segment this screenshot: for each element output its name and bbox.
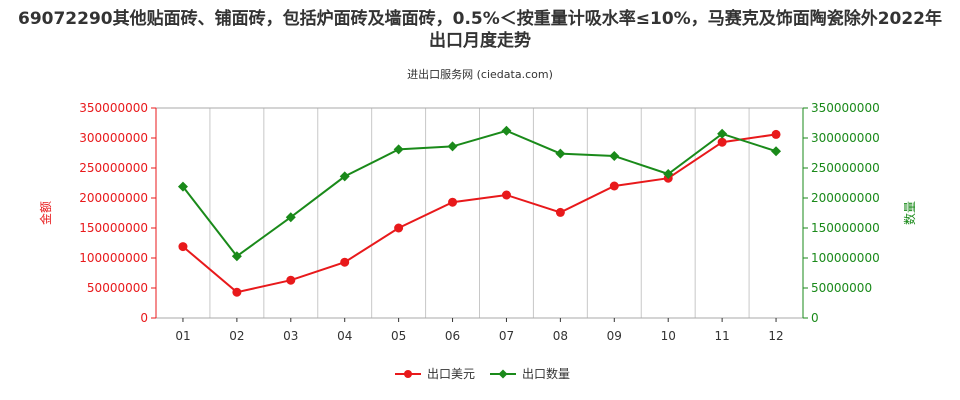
data-point [717, 128, 728, 139]
x-tick-label: 07 [499, 329, 514, 343]
data-point [340, 257, 350, 267]
data-point [286, 275, 296, 285]
x-tick-label: 06 [445, 329, 460, 343]
x-tick-label: 11 [714, 329, 729, 343]
data-point [771, 146, 782, 157]
legend-marker [404, 370, 412, 378]
data-point [771, 129, 781, 139]
x-tick-label: 02 [229, 329, 244, 343]
x-tick-label: 10 [661, 329, 676, 343]
data-point [285, 212, 296, 223]
y-axis-left-title: 金额 [38, 201, 53, 225]
x-tick-label: 08 [553, 329, 568, 343]
data-point [232, 287, 242, 297]
data-point [717, 137, 727, 147]
right-tick-label: 150000000 [811, 221, 880, 235]
right-tick-label: 300000000 [811, 131, 880, 145]
data-point [663, 169, 674, 179]
data-point [555, 207, 565, 217]
left-tick-label: 250000000 [79, 161, 148, 175]
x-tick-label: 03 [283, 329, 298, 343]
legend-label: 出口美元 [427, 367, 475, 381]
data-point [609, 151, 620, 161]
x-tick-label: 05 [391, 329, 406, 343]
legend-label: 出口数量 [522, 366, 570, 381]
left-tick-label: 50000000 [87, 281, 148, 295]
data-point [609, 181, 619, 191]
left-tick-label: 300000000 [79, 131, 148, 145]
x-tick-label: 04 [337, 329, 352, 343]
data-point [339, 171, 350, 182]
data-point [448, 197, 458, 207]
data-point [501, 190, 511, 200]
data-point [394, 223, 404, 233]
left-tick-label: 150000000 [79, 221, 148, 235]
data-point [393, 144, 404, 155]
right-tick-label: 250000000 [811, 161, 880, 175]
data-point [501, 125, 512, 136]
data-point [231, 251, 242, 262]
right-tick-label: 50000000 [811, 281, 872, 295]
chart-subtitle: 进出口服务网 (ciedata.com) [407, 68, 553, 81]
legend-marker [498, 369, 508, 379]
right-tick-label: 0 [811, 311, 819, 325]
data-point [178, 242, 188, 252]
x-tick-label: 12 [768, 329, 783, 343]
left-tick-label: 100000000 [79, 251, 148, 265]
chart-title: 69072290其他贴面砖、铺面砖，包括炉面砖及墙面砖，0.5%＜按重量计吸水率… [17, 9, 943, 51]
data-point [447, 141, 458, 152]
left-tick-label: 350000000 [79, 101, 148, 115]
data-point [555, 148, 566, 159]
data-point [177, 181, 188, 192]
right-tick-label: 100000000 [811, 251, 880, 265]
left-tick-label: 0 [140, 311, 148, 325]
series-line [182, 133, 777, 294]
right-tick-label: 200000000 [811, 191, 880, 205]
series-line [182, 129, 777, 258]
left-tick-label: 200000000 [79, 191, 148, 205]
x-tick-label: 09 [607, 329, 622, 343]
y-axis-right-title: 数量 [902, 201, 917, 225]
x-tick-label: 01 [175, 329, 190, 343]
right-tick-label: 350000000 [811, 101, 880, 115]
